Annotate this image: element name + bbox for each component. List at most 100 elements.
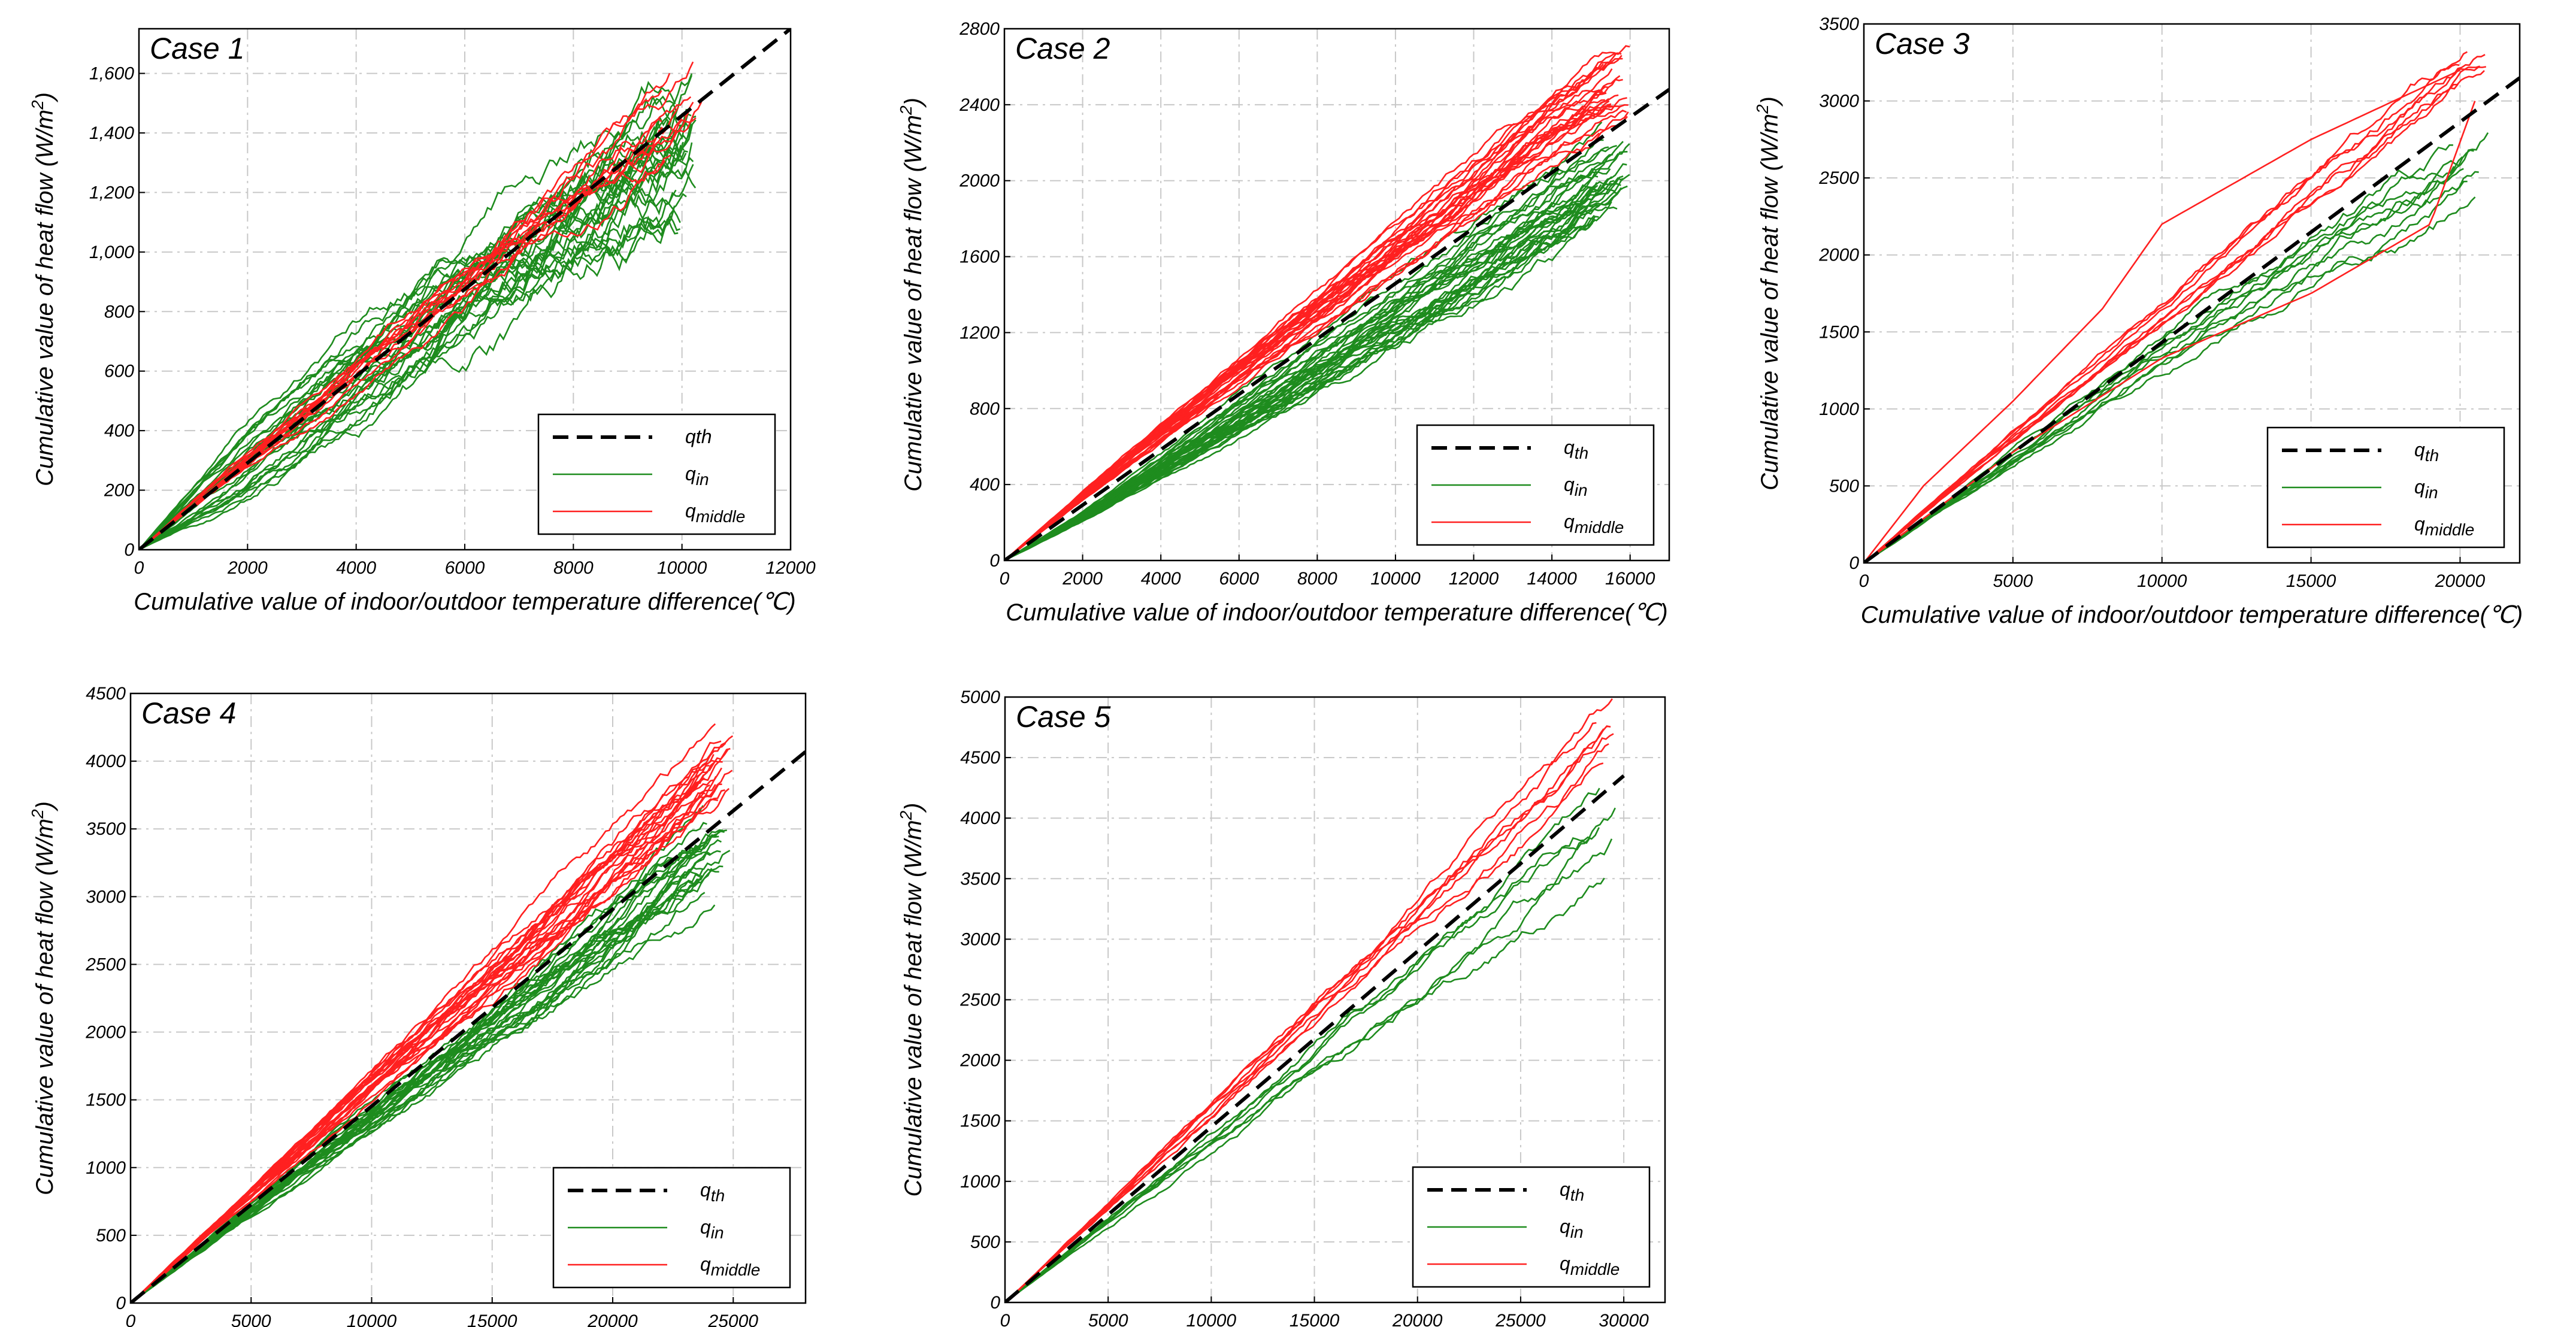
x-tick-label: 15000 bbox=[1289, 1311, 1340, 1327]
y-tick-label: 1000 bbox=[86, 1158, 126, 1178]
series-q-in-line bbox=[1864, 180, 2468, 563]
plot-area bbox=[131, 723, 806, 1303]
x-tick-label: 6000 bbox=[1219, 569, 1259, 589]
y-axis-title-main: Cumulative value of heat flow (W/m bbox=[32, 819, 58, 1195]
x-tick-label: 0 bbox=[1000, 569, 1010, 589]
legend-label-q-in: qin bbox=[700, 1216, 724, 1242]
legend-label-q-middle: qmiddle bbox=[700, 1253, 760, 1279]
series-q-middle-line bbox=[1005, 722, 1597, 1302]
y-axis-title-superscript: 2 bbox=[897, 810, 915, 820]
legend-label-q-th: qth bbox=[685, 426, 712, 447]
y-tick-label: 1,000 bbox=[89, 243, 134, 262]
y-axis-title-main: Cumulative value of heat flow (W/m bbox=[32, 110, 58, 486]
y-tick-label: 5000 bbox=[960, 687, 1000, 707]
panel-title: Case 4 bbox=[141, 696, 236, 730]
legend-label-main: q bbox=[2414, 439, 2425, 460]
x-tick-label: 25000 bbox=[1495, 1311, 1546, 1327]
series-q-in-line bbox=[131, 892, 706, 1303]
plot-frame bbox=[129, 692, 807, 1304]
y-axis-title-superscript: 2 bbox=[28, 100, 47, 110]
x-tick-label: 20000 bbox=[1392, 1311, 1443, 1327]
legend-label-q-in: qin bbox=[2414, 476, 2438, 502]
series-q-middle-line bbox=[1004, 97, 1627, 561]
y-tick-label: 500 bbox=[96, 1226, 126, 1246]
series-q-in-line bbox=[1005, 787, 1600, 1302]
y-axis-title-close: ) bbox=[900, 802, 927, 813]
y-tick-label: 800 bbox=[104, 302, 134, 322]
y-tick-label: 500 bbox=[1829, 476, 1859, 496]
y-tick-label: 0 bbox=[116, 1293, 126, 1313]
x-tick-label: 4000 bbox=[336, 558, 376, 578]
series-q-in-line bbox=[1005, 807, 1616, 1302]
legend-label-subscript: in bbox=[1570, 1223, 1584, 1241]
x-tick-label: 5000 bbox=[1088, 1311, 1128, 1327]
y-tick-label: 600 bbox=[104, 362, 134, 381]
series-q-th-line bbox=[1005, 774, 1625, 1302]
panel-title: Case 3 bbox=[1875, 27, 1970, 60]
y-tick-label: 0 bbox=[989, 551, 1000, 571]
legend-label-main: q bbox=[700, 1253, 711, 1275]
plot-frame bbox=[1863, 23, 2521, 564]
y-tick-label: 2000 bbox=[959, 171, 1000, 191]
legend-label-subscript: middle bbox=[1575, 518, 1624, 537]
y-axis-title-close: ) bbox=[32, 801, 58, 811]
series-q-middle-line bbox=[1864, 54, 2486, 563]
legend-label-subscript: th bbox=[1570, 1186, 1584, 1204]
legend-label-main: q bbox=[700, 1179, 711, 1201]
x-tick-label: 6000 bbox=[445, 558, 485, 578]
series-q-in-line bbox=[131, 880, 698, 1303]
x-tick-label: 10000 bbox=[657, 558, 707, 578]
y-tick-label: 2400 bbox=[959, 95, 1000, 115]
legend-label-main: q bbox=[1560, 1178, 1570, 1200]
series-q-middle-line bbox=[1004, 68, 1613, 561]
y-axis-title-superscript: 2 bbox=[897, 105, 915, 116]
legend-label-q-th: qth bbox=[1560, 1178, 1584, 1204]
y-tick-label: 0 bbox=[990, 1293, 1000, 1313]
y-tick-label: 1000 bbox=[1819, 399, 1859, 419]
legend-label-main: q bbox=[700, 1216, 711, 1238]
x-tick-label: 16000 bbox=[1605, 569, 1655, 589]
y-tick-label: 0 bbox=[124, 540, 134, 560]
y-axis-title-main: Cumulative value of heat flow (W/m bbox=[900, 115, 927, 492]
y-tick-label: 1600 bbox=[959, 247, 1000, 267]
legend-label-subscript: middle bbox=[711, 1261, 760, 1279]
series-q-middle-line bbox=[131, 777, 706, 1303]
x-tick-label: 5000 bbox=[231, 1311, 271, 1327]
series-q-th-line bbox=[139, 29, 791, 550]
plot-area bbox=[1864, 51, 2520, 563]
legend-label-q-middle: qmiddle bbox=[1560, 1253, 1620, 1278]
x-tick-label: 10000 bbox=[1186, 1311, 1237, 1327]
series-q-in-line bbox=[131, 829, 727, 1303]
series-q-in-line bbox=[1005, 877, 1605, 1302]
x-tick-label: 30000 bbox=[1599, 1311, 1649, 1327]
series-q-middle-line bbox=[1864, 69, 2485, 563]
series-q-middle-line bbox=[1004, 99, 1605, 561]
legend-label-q-in: qin bbox=[1564, 474, 1588, 499]
legend-label-subscript: in bbox=[711, 1223, 724, 1242]
series-q-in-line bbox=[139, 194, 676, 550]
chart-case-3: 0 5000 10000 15000 20000 0 500 1000 1500 2000 2500… bbox=[1753, 14, 2523, 628]
legend-label-main: q bbox=[2414, 513, 2425, 535]
legend-label-q-in: qin bbox=[685, 463, 709, 489]
y-axis-title: Cumulative value of heat flow (W/m2) bbox=[1753, 96, 1783, 490]
series-q-middle-line bbox=[139, 72, 671, 550]
legend-label-q-middle: qmiddle bbox=[685, 500, 745, 526]
legend-label-subscript: th bbox=[1575, 444, 1588, 462]
series-q-middle-line bbox=[1005, 762, 1604, 1302]
legend-label-main: q bbox=[1564, 511, 1575, 532]
series-q-middle-line bbox=[131, 774, 705, 1303]
legend-label-subscript: in bbox=[696, 470, 709, 489]
x-axis-title: Cumulative value of indoor/outdoor tempe… bbox=[1861, 602, 2523, 628]
legend-label-q-th: qth bbox=[700, 1179, 725, 1205]
x-tick-label: 0 bbox=[134, 558, 144, 578]
y-tick-label: 3500 bbox=[86, 819, 126, 839]
y-tick-label: 1500 bbox=[1819, 322, 1859, 342]
x-tick-label: 0 bbox=[126, 1311, 136, 1327]
x-tick-label: 8000 bbox=[553, 558, 594, 578]
plot-frame bbox=[1003, 28, 1670, 562]
y-tick-label: 2500 bbox=[1818, 168, 1859, 188]
y-tick-label: 500 bbox=[970, 1232, 1000, 1252]
legend-label-subscript: middle bbox=[2425, 520, 2474, 539]
